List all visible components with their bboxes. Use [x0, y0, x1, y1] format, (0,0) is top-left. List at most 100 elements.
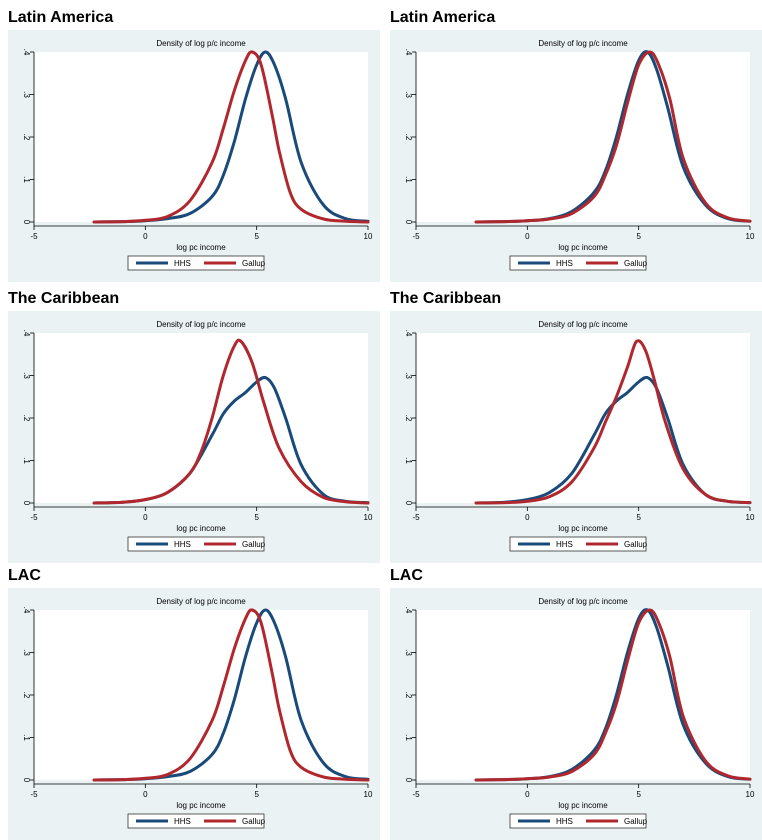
x-tick-label: 0 — [143, 790, 148, 799]
chart-panel-latin-america-left: Latin America Density of log p/c income 0… — [8, 8, 380, 282]
y-tick-label: .2 — [22, 692, 31, 699]
legend-entry: Gallup — [624, 817, 648, 826]
x-tick-label: 10 — [364, 513, 373, 522]
panel-title: Latin America — [8, 9, 114, 26]
chart-subtitle: Density of log p/c income — [156, 39, 246, 48]
y-tick-label: 0 — [404, 778, 413, 783]
y-tick-label: .4 — [404, 607, 413, 614]
x-tick-label: 10 — [746, 790, 755, 799]
chart-panel-caribbean-left: The Caribbean Density of log p/c income 0… — [8, 289, 380, 563]
y-tick-label: .3 — [22, 91, 31, 98]
series-line-gallup — [92, 608, 370, 782]
y-tick-label: .4 — [22, 330, 31, 337]
legend-box — [509, 255, 647, 271]
legend-entry: HHS — [174, 817, 191, 826]
y-tick-label: .1 — [404, 457, 413, 464]
y-tick-label: .1 — [404, 176, 413, 183]
density-chart: Density of log p/c income 0 .1 .2 .3 .4 -5 0 5 10… — [8, 30, 380, 282]
x-axis-label: log pc income — [558, 524, 608, 533]
panel-title: LAC — [390, 567, 423, 584]
x-axis-label: log pc income — [176, 524, 226, 533]
y-tick-label: .2 — [404, 134, 413, 141]
plot-area — [34, 610, 368, 780]
x-tick-label: 10 — [746, 513, 755, 522]
series-line-gallup — [474, 339, 752, 505]
density-chart: Density of log p/c income 0 .1 .2 .3 .4 -5 0 5 10… — [8, 311, 380, 563]
legend-entry: HHS — [556, 817, 573, 826]
chart-panel-lac-right: LAC Density of log p/c income 0 .1 .2 .3 .4 -5… — [390, 566, 762, 840]
legend-box — [127, 255, 265, 271]
x-axis-label: log pc income — [558, 801, 608, 810]
y-tick-label: .1 — [22, 176, 31, 183]
legend-entry: HHS — [174, 540, 191, 549]
chart-subtitle: Density of log p/c income — [156, 597, 246, 606]
legend-entry: Gallup — [242, 817, 266, 826]
y-tick-label: .3 — [22, 649, 31, 656]
x-tick-label: 5 — [254, 232, 259, 241]
legend-entry: HHS — [556, 259, 573, 268]
legend-entry: Gallup — [624, 540, 648, 549]
x-tick-label: 5 — [636, 790, 641, 799]
chart-subtitle: Density of log p/c income — [538, 597, 628, 606]
plot-area — [34, 333, 368, 503]
legend-entry: Gallup — [242, 259, 266, 268]
y-tick-label: .2 — [404, 692, 413, 699]
legend-entry: Gallup — [624, 259, 648, 268]
x-tick-label: -5 — [30, 232, 38, 241]
x-tick-label: 0 — [525, 513, 530, 522]
legend-box — [127, 536, 265, 552]
y-tick-label: .1 — [22, 734, 31, 741]
x-tick-label: -5 — [30, 513, 38, 522]
x-tick-label: 0 — [525, 232, 530, 241]
y-tick-label: 0 — [22, 220, 31, 225]
chart-panel-lac-left: LAC Density of log p/c income 0 .1 .2 .3 .4 -5… — [8, 566, 380, 840]
series-line-gallup — [92, 50, 370, 224]
legend-entry: HHS — [556, 540, 573, 549]
legend-box — [509, 536, 647, 552]
y-tick-label: 0 — [22, 778, 31, 783]
chart-subtitle: Density of log p/c income — [156, 320, 246, 329]
density-chart: Density of log p/c income 0 .1 .2 .3 .4 -5 0 5 10… — [390, 311, 762, 563]
x-tick-label: 5 — [636, 513, 641, 522]
y-tick-label: .2 — [22, 134, 31, 141]
panel-title: The Caribbean — [8, 290, 120, 307]
chart-panel-latin-america-right: Latin America Density of log p/c income 0… — [390, 8, 762, 282]
x-tick-label: -5 — [30, 790, 38, 799]
y-tick-label: 0 — [404, 501, 413, 506]
series-line-hhs — [474, 375, 752, 505]
x-tick-label: 5 — [254, 513, 259, 522]
y-tick-label: .4 — [404, 49, 413, 56]
y-tick-label: .4 — [22, 49, 31, 56]
x-tick-label: -5 — [412, 513, 420, 522]
plot-area — [416, 333, 750, 503]
y-tick-label: .4 — [404, 330, 413, 337]
x-axis-label: log pc income — [176, 243, 226, 252]
y-tick-label: .2 — [404, 415, 413, 422]
legend-box — [509, 813, 647, 829]
y-tick-label: .3 — [22, 372, 31, 379]
x-tick-label: 5 — [254, 790, 259, 799]
panel-title: LAC — [8, 567, 41, 584]
density-chart: Density of log p/c income 0 .1 .2 .3 .4 -5 0 5 10… — [390, 588, 762, 840]
legend-box — [127, 813, 265, 829]
x-tick-label: 0 — [525, 790, 530, 799]
x-tick-label: -5 — [412, 790, 420, 799]
chart-subtitle: Density of log p/c income — [538, 320, 628, 329]
series-line-gallup — [92, 338, 370, 505]
plot-area — [34, 52, 368, 222]
y-tick-label: 0 — [22, 501, 31, 506]
x-tick-label: -5 — [412, 232, 420, 241]
legend-entry: Gallup — [242, 540, 266, 549]
y-tick-label: .1 — [22, 457, 31, 464]
y-tick-label: .3 — [404, 91, 413, 98]
y-tick-label: .3 — [404, 372, 413, 379]
panel-title: The Caribbean — [390, 290, 502, 307]
x-tick-label: 10 — [746, 232, 755, 241]
plot-area — [416, 610, 750, 780]
density-chart: Density of log p/c income 0 .1 .2 .3 .4 -5 0 5 10… — [8, 588, 380, 840]
y-tick-label: 0 — [404, 220, 413, 225]
density-chart: Density of log p/c income 0 .1 .2 .3 .4 -5 0 5 10… — [390, 30, 762, 282]
x-tick-label: 0 — [143, 232, 148, 241]
x-tick-label: 10 — [364, 232, 373, 241]
x-tick-label: 10 — [364, 790, 373, 799]
